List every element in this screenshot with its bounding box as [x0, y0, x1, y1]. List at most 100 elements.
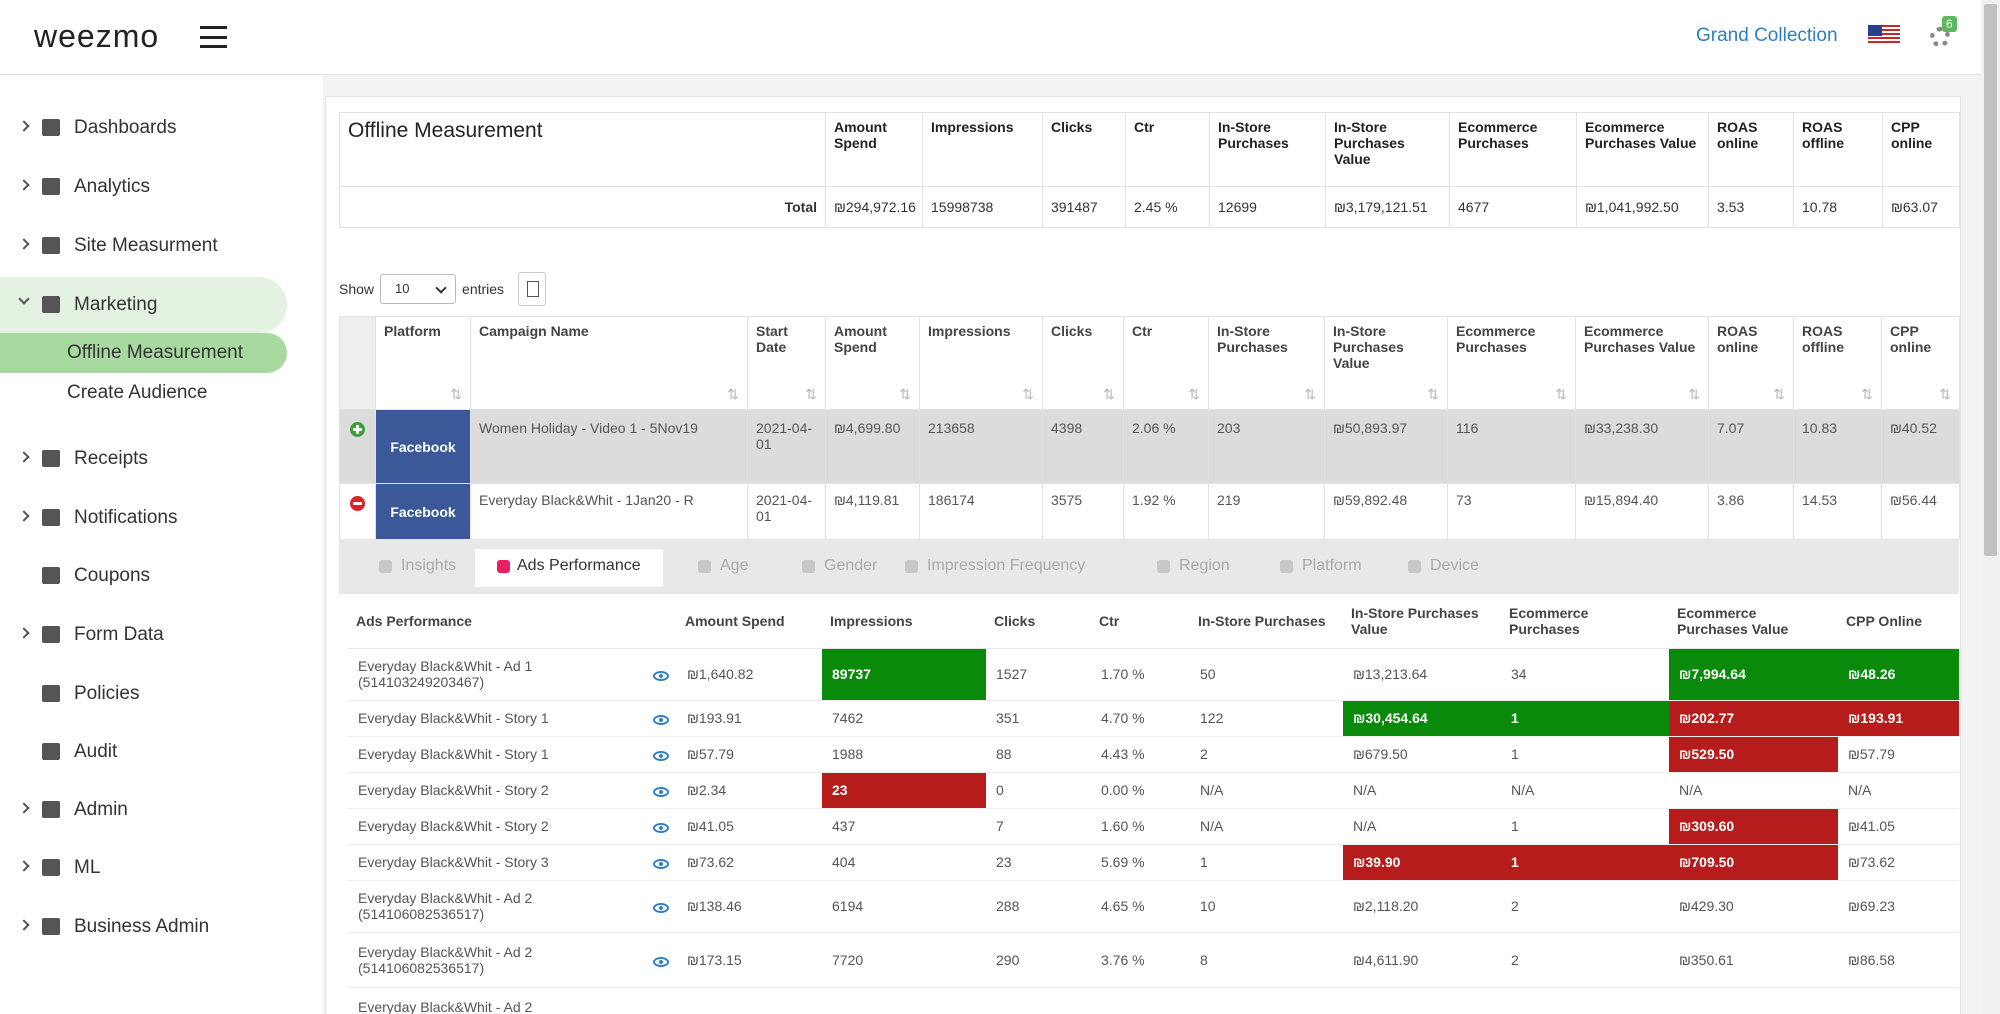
nav-item[interactable]: Marketing: [0, 277, 287, 333]
menu-toggle[interactable]: [200, 26, 227, 48]
language-flag[interactable]: [1868, 25, 1900, 45]
campaign-cell: 2021-04-01: [747, 409, 826, 484]
submenu-item[interactable]: Create Audience: [0, 373, 287, 413]
campaign-cell: 116: [1447, 409, 1576, 484]
view-icon[interactable]: [653, 903, 669, 913]
column-header[interactable]: CPP online: [1881, 316, 1960, 410]
ad-cell: 0: [986, 772, 1091, 809]
nav-label: Site Measurment: [74, 235, 218, 256]
view-icon[interactable]: [653, 787, 669, 797]
ad-cell: 89737: [822, 648, 986, 701]
ad-cell: ₪39.90: [1343, 844, 1501, 881]
nav-item[interactable]: Dashboards: [0, 100, 287, 156]
view-icon[interactable]: [653, 671, 669, 681]
tab[interactable]: Gender: [798, 549, 898, 587]
chevron: [18, 627, 30, 639]
ad-cell: 122: [1190, 700, 1343, 737]
nav-item[interactable]: Coupons: [0, 548, 287, 604]
tab[interactable]: Device: [1404, 549, 1504, 587]
nav-icon: [42, 567, 60, 584]
nav-item[interactable]: Business Admin: [0, 899, 287, 955]
column-header[interactable]: Impressions: [919, 316, 1043, 410]
nav-label: Analytics: [74, 176, 151, 197]
tab[interactable]: Ads Performance: [475, 549, 663, 587]
nav-item[interactable]: Analytics: [0, 159, 287, 215]
view-icon[interactable]: [653, 751, 669, 761]
nav-item[interactable]: Site Measurment: [0, 218, 287, 274]
expand-button[interactable]: [350, 422, 365, 437]
view-icon[interactable]: [653, 823, 669, 833]
campaign-cell: 213658: [919, 409, 1043, 484]
ad-name: Everyday Black&Whit - Story 1: [358, 710, 549, 726]
campaign-cell: 203: [1208, 409, 1325, 484]
column-header[interactable]: Ecommerce Purchases Value: [1575, 316, 1709, 410]
nav-icon: [42, 296, 60, 313]
ad-cell: 88: [986, 736, 1091, 773]
scrollbar[interactable]: [1981, 0, 2000, 1014]
campaign-cell: ₪56.44: [1881, 483, 1960, 540]
settings-icon[interactable]: [1930, 27, 1950, 47]
tab[interactable]: Age: [694, 549, 784, 587]
submenu-label: Create Audience: [67, 382, 208, 403]
column-header[interactable]: Ctr: [1123, 316, 1209, 410]
nav-item[interactable]: Admin: [0, 782, 287, 838]
column-header[interactable]: Start Date: [747, 316, 826, 410]
nav-label: Dashboards: [74, 117, 177, 138]
ad-cell: 1.70 %: [1091, 648, 1190, 701]
total-value: ₪3,179,121.51: [1325, 186, 1450, 228]
ad-cell: 1: [1501, 808, 1669, 845]
column-header: Ecommerce Purchases: [1501, 594, 1669, 649]
column-header[interactable]: In-Store Purchases: [1208, 316, 1325, 410]
ads-row: Everyday Black&Whit - Story 2 ₪41.05 437 7 1…: [348, 808, 1959, 845]
nav-label: Marketing: [74, 294, 158, 315]
scroll-thumb[interactable]: [1984, 4, 1997, 556]
tab[interactable]: Impression Frequency: [901, 549, 1141, 587]
column-header[interactable]: Platform: [375, 316, 471, 410]
view-icon[interactable]: [653, 956, 669, 967]
column-header[interactable]: In-Store Purchases Value: [1324, 316, 1448, 410]
nav-item[interactable]: ML: [0, 840, 287, 896]
logo[interactable]: weezmo: [34, 18, 160, 54]
column-header[interactable]: Campaign Name: [470, 316, 748, 410]
column-header[interactable]: ROAS online: [1708, 316, 1794, 410]
summary-header: Offline Measurement Amount Spend Impressio…: [339, 112, 1960, 187]
ad-cell: ₪86.58: [1838, 932, 1959, 988]
nav-item[interactable]: Form Data: [0, 607, 287, 663]
column-header: Amount Spend: [825, 112, 923, 187]
ad-name: Everyday Black&Whit - Story 2: [358, 818, 549, 834]
column-header[interactable]: Clicks: [1042, 316, 1124, 410]
tab[interactable]: Region: [1153, 549, 1263, 587]
view-icon[interactable]: [653, 715, 669, 725]
ad-cell: ₪73.62: [677, 844, 822, 881]
column-header[interactable]: ROAS offline: [1793, 316, 1882, 410]
campaign-cell: 1.92 %: [1123, 483, 1209, 540]
ad-cell: 7462: [822, 700, 986, 737]
column-header: Ads Performance: [348, 594, 677, 649]
nav-item[interactable]: Audit: [0, 724, 287, 780]
column-header[interactable]: Ecommerce Purchases: [1447, 316, 1576, 410]
page-size-select[interactable]: 10: [380, 274, 457, 304]
ad-cell: 10: [1190, 880, 1343, 933]
column-header[interactable]: Amount Spend: [825, 316, 920, 410]
ad-cell: ₪193.91: [677, 700, 822, 737]
export-button[interactable]: [518, 272, 547, 306]
chevron: [18, 860, 30, 872]
nav-item[interactable]: Notifications: [0, 490, 287, 546]
submenu-item[interactable]: Offline Measurement: [0, 333, 287, 373]
campaign-cell: ₪50,893.97: [1324, 409, 1448, 484]
collapse-button[interactable]: [350, 496, 365, 511]
ad-cell: 290: [986, 932, 1091, 988]
ad-name: Everyday Black&Whit - Story 3: [358, 854, 549, 870]
ad-cell: ₪529.50: [1669, 736, 1838, 773]
view-icon[interactable]: [653, 859, 669, 869]
nav-label: Coupons: [74, 565, 151, 586]
chevron: [18, 510, 30, 522]
tab[interactable]: Insights: [375, 549, 475, 587]
nav-item[interactable]: Receipts: [0, 431, 287, 487]
nav-item[interactable]: Policies: [0, 666, 287, 722]
store-selector[interactable]: Grand Collection: [1696, 25, 1838, 46]
ad-cell: 1.60 %: [1091, 808, 1190, 845]
nav-icon: [42, 450, 60, 467]
tab[interactable]: Platform: [1276, 549, 1396, 587]
